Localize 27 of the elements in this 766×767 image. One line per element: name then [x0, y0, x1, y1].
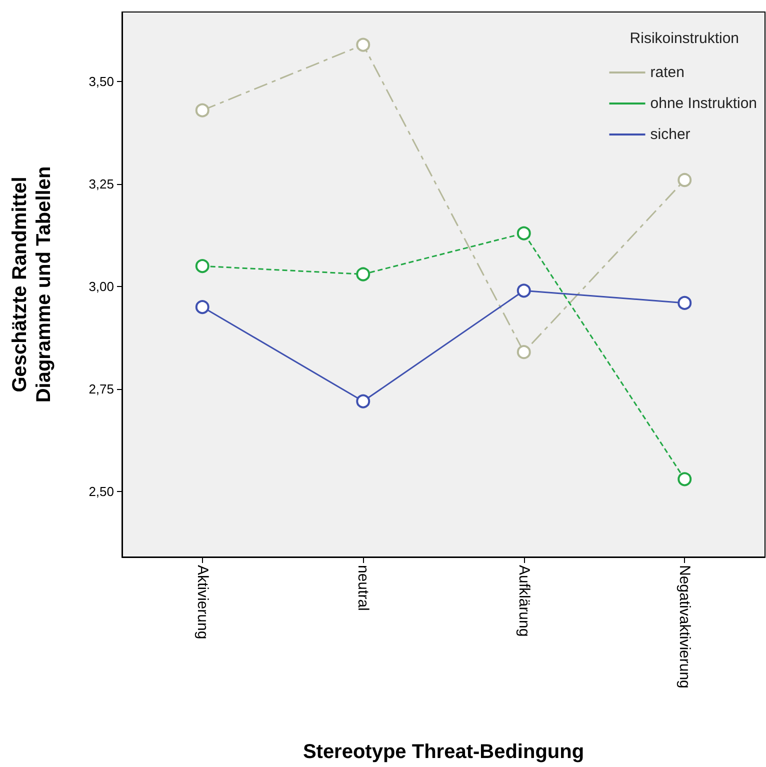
legend-label: raten — [650, 64, 684, 81]
point — [195, 103, 210, 118]
x-tick-label: Aufklärung — [515, 565, 532, 637]
y-tick-label: 2,75 — [88, 381, 114, 396]
y-tick-label: 3,00 — [88, 279, 114, 294]
legend-title: Risikoinstruktion — [630, 30, 740, 47]
point — [195, 259, 210, 274]
point — [516, 226, 531, 240]
x-tick-label: Aktivierung — [194, 565, 211, 640]
point — [356, 394, 370, 408]
point — [356, 38, 370, 52]
point — [678, 472, 692, 486]
legend-label: sicher — [650, 126, 690, 143]
y-tick-label: 3,50 — [88, 74, 114, 90]
x-tick-label: Negativaktivierung — [676, 565, 694, 688]
x-tick-label: neutral — [354, 565, 372, 611]
point — [678, 296, 692, 310]
legend-label: ohne Instruktion — [650, 95, 758, 112]
point — [516, 284, 531, 298]
y-tick-label: 3,25 — [88, 176, 114, 192]
x-axis-title: Stereotype Threat-Bedingung — [302, 741, 584, 763]
y-tick-label: 2,50 — [88, 484, 114, 499]
point — [516, 345, 531, 360]
y-axis-title: Geschätzte Randmittel Diagramme und Tabellen — [9, 166, 55, 403]
point — [678, 173, 692, 188]
point — [195, 300, 210, 314]
point — [356, 267, 370, 282]
